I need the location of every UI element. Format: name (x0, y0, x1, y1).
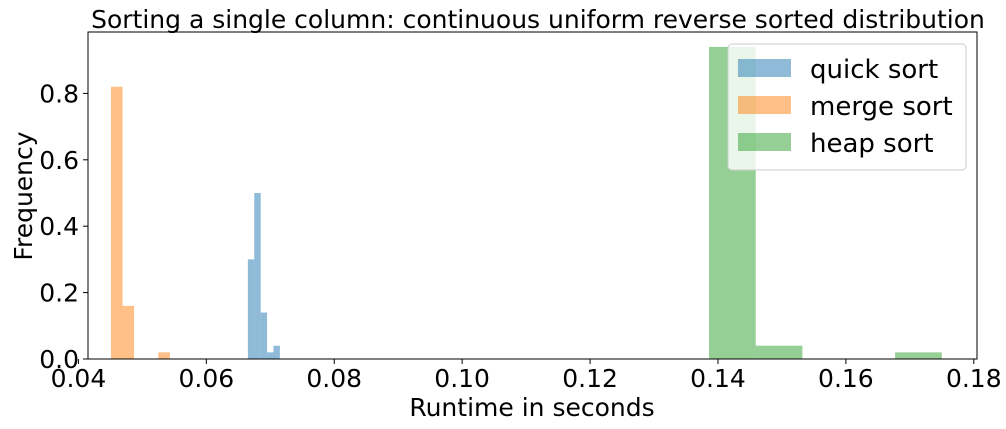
x-tick-label: 0.16 (818, 364, 874, 393)
legend: quick sort merge sort heap sort (727, 43, 967, 171)
y-tick-label: 0.8 (39, 79, 79, 108)
x-tick-label: 0.10 (434, 364, 490, 393)
x-tick-label: 0.18 (946, 364, 1002, 393)
x-tick-label: 0.08 (306, 364, 362, 393)
legend-label: heap sort (810, 129, 934, 159)
x-tick-label: 0.12 (562, 364, 618, 393)
plot-frame (87, 31, 978, 360)
x-tick-label: 0.06 (178, 364, 234, 393)
legend-label: quick sort (810, 55, 938, 85)
legend-swatch (738, 133, 791, 151)
x-tick-label: 0.04 (51, 364, 107, 393)
legend-label: merge sort (810, 92, 953, 122)
bar-heap-sort (755, 345, 803, 359)
y-tick-label: 0.4 (39, 212, 79, 241)
bar-quick-sort (247, 259, 255, 359)
bar-quick-sort (267, 352, 274, 359)
x-axis-label: Runtime in seconds (409, 393, 654, 422)
legend-swatch (738, 96, 791, 114)
bar-quick-sort (254, 193, 261, 359)
bar-quick-sort (260, 312, 268, 359)
bar-merge-sort (122, 305, 135, 359)
y-axis-ticks: 0.0 0.2 0.4 0.6 0.8 (39, 79, 88, 374)
y-tick-label: 0.0 (39, 345, 79, 374)
y-tick-label: 0.6 (39, 146, 79, 175)
bar-merge-sort (111, 86, 123, 360)
bar-heap-sort (895, 352, 942, 359)
bar-quick-sort (273, 345, 280, 359)
y-axis-label: Frequency (9, 131, 38, 260)
x-axis-ticks: 0.04 0.06 0.08 0.10 0.12 0.14 0.16 0.18 (51, 359, 1002, 393)
x-tick-label: 0.14 (690, 364, 746, 393)
chart-title: Sorting a single column: continuous unif… (91, 5, 985, 34)
bar-merge-sort (158, 352, 170, 359)
legend-swatch (738, 59, 791, 77)
y-tick-label: 0.2 (39, 279, 79, 308)
